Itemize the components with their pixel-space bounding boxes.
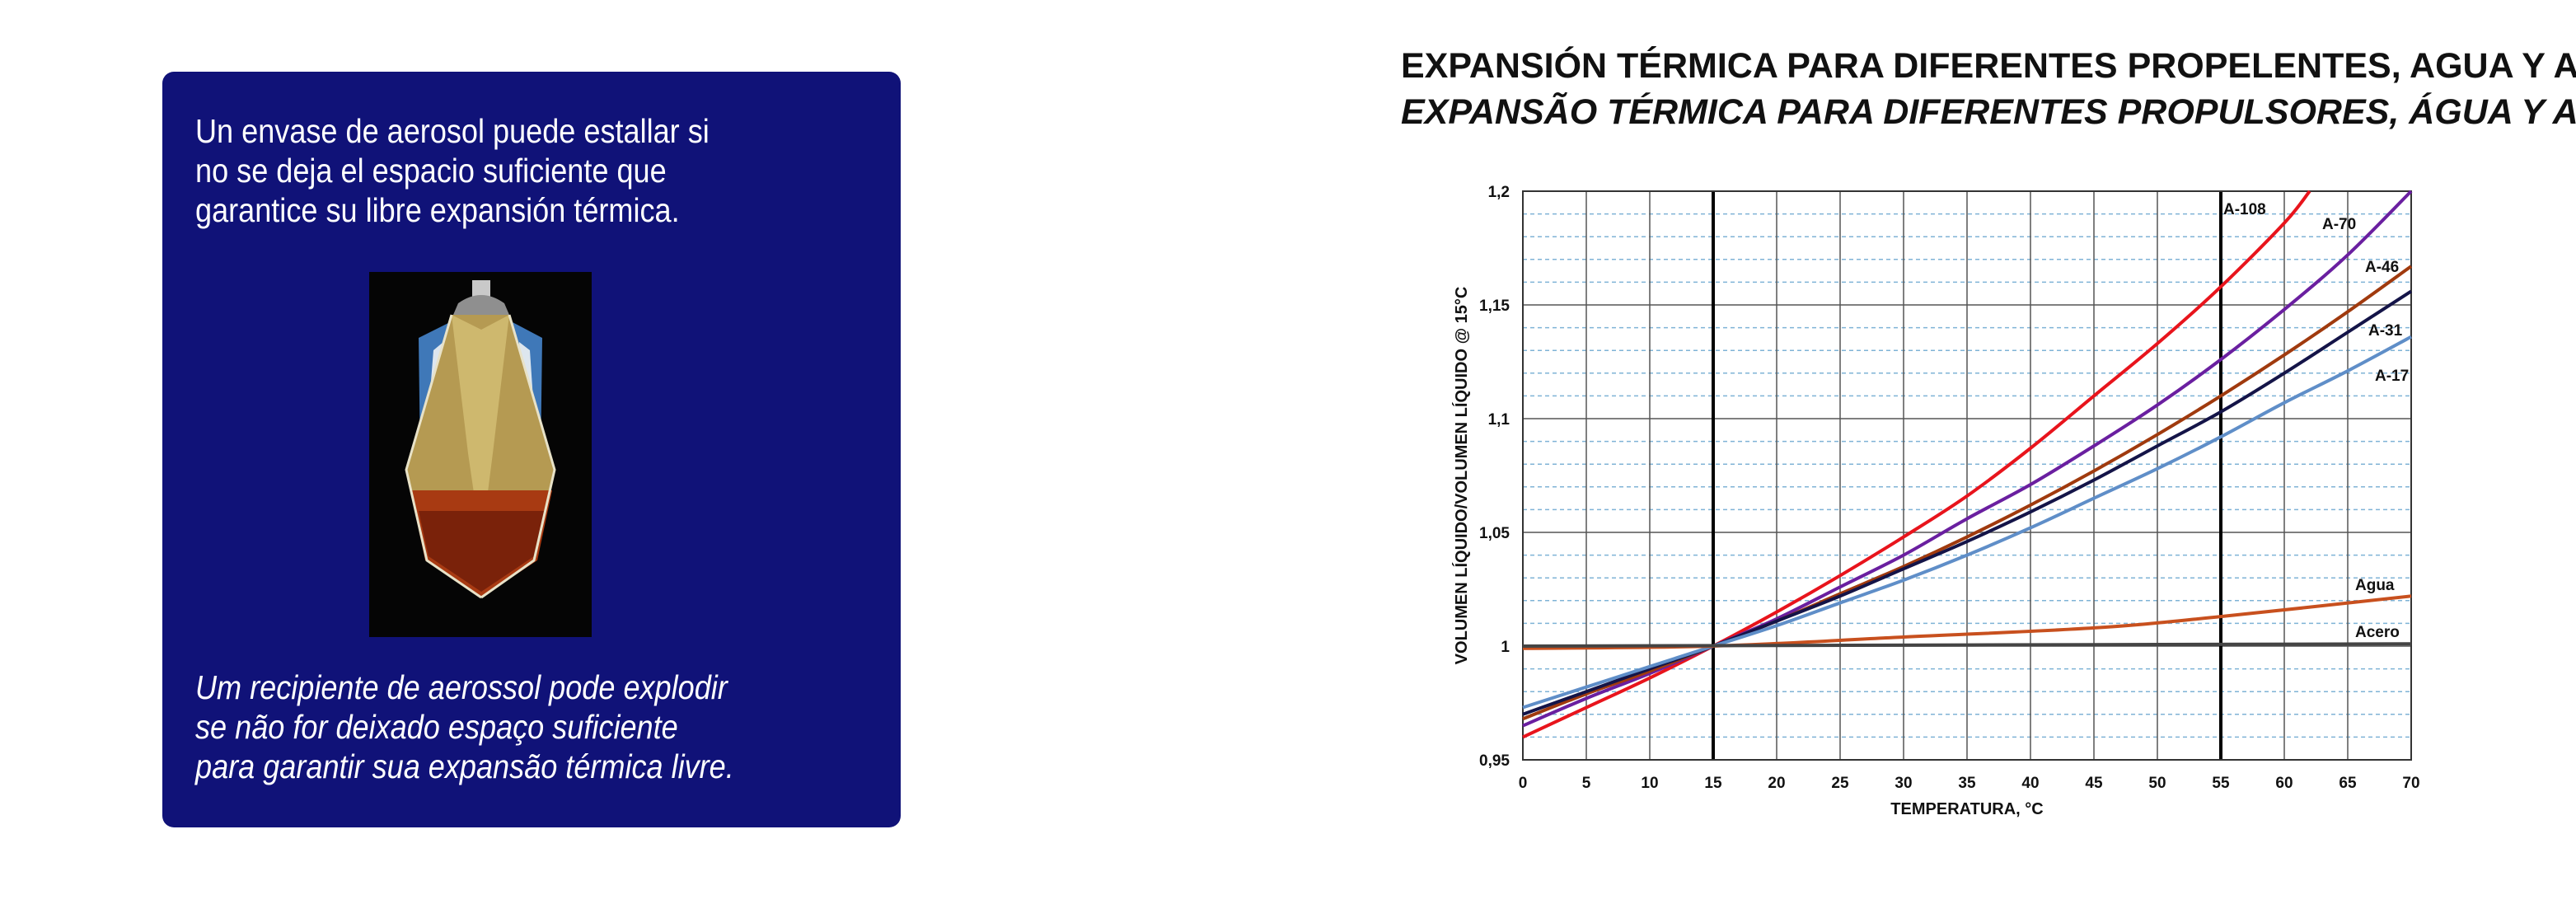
y-tick-label: 1	[1501, 639, 1510, 656]
x-tick-label: 45	[2085, 775, 2103, 792]
warning-text-portuguese: Um recipiente de aerossol pode explodir …	[195, 668, 734, 785]
plot-border	[1522, 190, 2412, 761]
series-label-a-108: A-108	[2223, 201, 2266, 218]
series-line-a-17	[1522, 335, 2412, 710]
warning-text-spanish: Un envase de aerosol puede estallar si n…	[195, 112, 710, 229]
x-tick-label: 40	[2021, 775, 2039, 792]
x-tick-label: 60	[2275, 775, 2293, 792]
series-label-a-46: A-46	[2365, 259, 2399, 276]
x-tick-label: 35	[1958, 775, 1976, 792]
y-tick-label: 1,2	[1488, 184, 1510, 201]
x-axis-label: TEMPERATURA, °C	[1890, 800, 2043, 818]
x-tick-label: 15	[1704, 775, 1722, 792]
x-tick-label: 30	[1895, 775, 1912, 792]
series-label-a-17: A-17	[2375, 368, 2409, 385]
y-axis-label: VOLUMEN LÍQUIDO/VOLUMEN LÍQUIDO @ 15°C	[1452, 287, 1471, 665]
x-tick-label: 70	[2402, 775, 2419, 792]
x-tick-label: 20	[1768, 775, 1785, 792]
burst-aerosol-can-photo	[369, 272, 592, 637]
series-line-acero	[1522, 642, 2412, 648]
y-tick-label: 0,95	[1479, 752, 1510, 770]
series-line-a-108	[1522, 190, 2311, 739]
info-card: Un envase de aerosol puede estallar si n…	[162, 72, 901, 827]
series-label-a-31: A-31	[2368, 322, 2403, 340]
series-label-acero: Acero	[2355, 624, 2400, 641]
y-tick-label: 1,05	[1479, 525, 1510, 542]
y-tick-label: 1,15	[1479, 298, 1510, 315]
x-tick-label: 65	[2339, 775, 2357, 792]
x-tick-label: 50	[2148, 775, 2166, 792]
series-label-agua: Agua	[2355, 577, 2395, 594]
y-tick-label: 1,1	[1488, 411, 1510, 429]
x-tick-label: 0	[1519, 775, 1528, 792]
x-tick-label: 10	[1641, 775, 1658, 792]
series-label-a-70: A-70	[2322, 216, 2356, 233]
x-tick-label: 25	[1831, 775, 1849, 792]
x-tick-label: 55	[2212, 775, 2230, 792]
x-tick-label: 5	[1582, 775, 1591, 792]
